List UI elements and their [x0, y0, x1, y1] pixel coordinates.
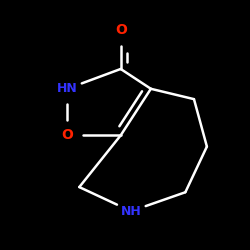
Text: O: O	[61, 128, 73, 142]
Text: NH: NH	[121, 205, 142, 218]
Text: O: O	[115, 23, 127, 37]
Text: HN: HN	[57, 82, 78, 95]
